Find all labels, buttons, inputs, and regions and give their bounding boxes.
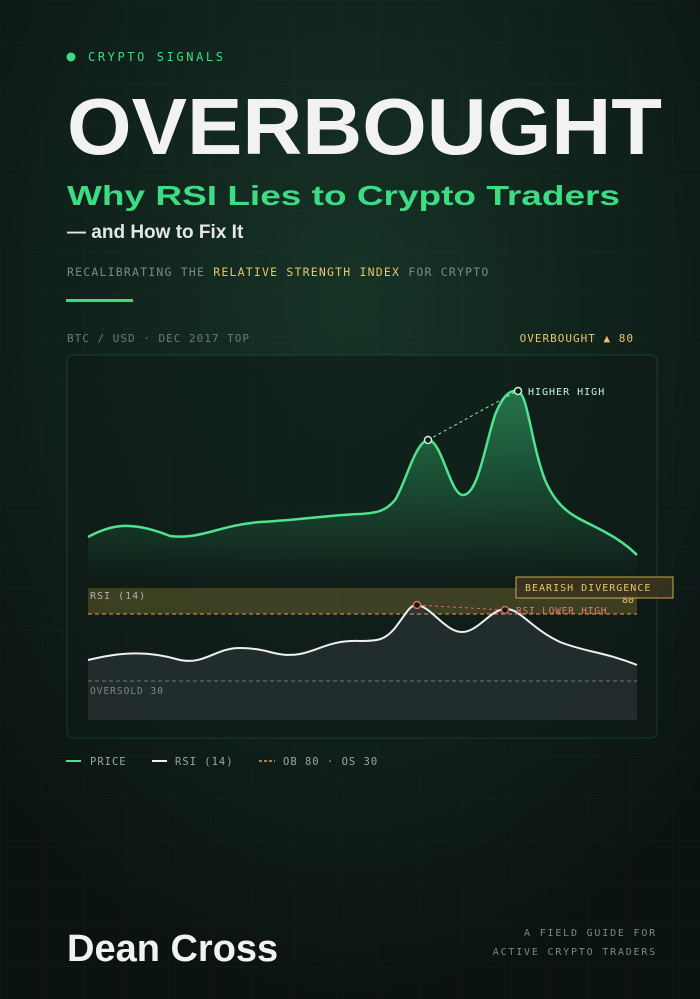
peak-marker xyxy=(423,435,433,445)
ob-level: 80 xyxy=(622,595,634,606)
footer-line: A FIELD GUIDE FOR xyxy=(524,928,657,939)
caption-left: BTC / USD · DEC 2017 TOP xyxy=(67,332,250,345)
divergence-box xyxy=(515,576,674,599)
rsi-peak xyxy=(412,600,422,610)
tagline-part: RECALIBRATING THE xyxy=(67,265,205,279)
price-line xyxy=(87,389,638,556)
rsi-label: RSI (14) xyxy=(90,591,146,602)
tagline: RECALIBRATING THE RELATIVE STRENGTH INDE… xyxy=(67,265,489,279)
legend-label: OB 80 · OS 30 xyxy=(283,756,378,768)
author: Dean Cross xyxy=(67,928,278,970)
caption-right: OVERBOUGHT ▲ 80 xyxy=(520,332,634,345)
price-area xyxy=(88,390,637,580)
trend-line xyxy=(427,390,518,441)
tagline-highlight: RELATIVE STRENGTH INDEX xyxy=(213,265,400,279)
peak-marker xyxy=(513,386,523,396)
divergence-label: BEARISH DIVERGENCE xyxy=(525,583,651,594)
accent-bar xyxy=(66,299,133,302)
dot xyxy=(66,52,76,62)
legend-label: PRICE xyxy=(90,756,127,768)
rsi-peak xyxy=(500,605,510,615)
higher-high-label: HIGHER HIGH xyxy=(528,387,605,398)
os-label: OVERSOLD 30 xyxy=(90,686,164,697)
footer-line: ACTIVE CRYPTO TRADERS xyxy=(493,947,657,958)
series-label: CRYPTO SIGNALS xyxy=(88,50,226,64)
tagline-part: FOR CRYPTO xyxy=(408,265,489,279)
subtitle: Why RSI Lies to Crypto Traders xyxy=(67,180,620,211)
divergence-line xyxy=(416,604,506,611)
subtitle-2: — and How to Fix It xyxy=(67,222,244,243)
rsi-lower-high-label: RSI LOWER HIGH xyxy=(516,606,607,617)
title: OVERBOUGHT xyxy=(67,82,662,171)
legend-label: RSI (14) xyxy=(175,756,234,768)
rsi-line xyxy=(87,603,638,666)
rsi-area xyxy=(88,605,637,720)
